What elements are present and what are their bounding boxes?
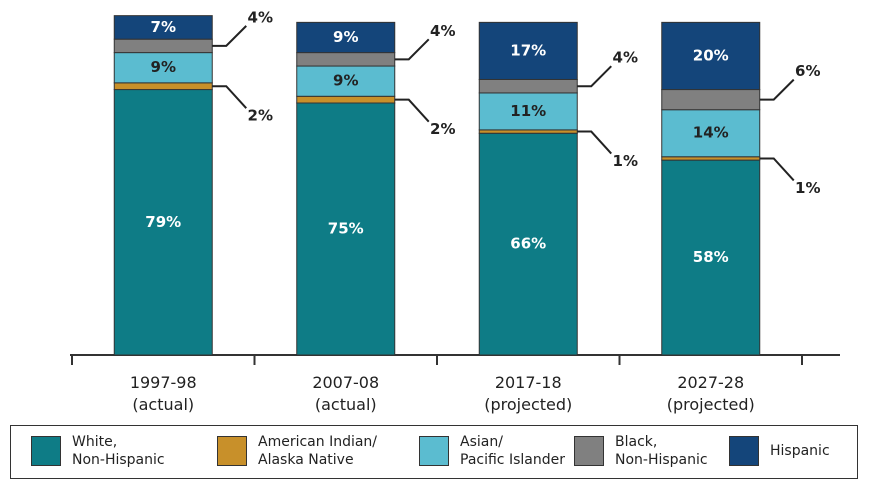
legend-swatch — [729, 436, 759, 466]
leader-line — [759, 157, 795, 182]
legend-swatch — [217, 436, 247, 466]
legend-swatch — [419, 436, 449, 466]
value-label: 75% — [328, 220, 364, 238]
leader-line — [394, 98, 430, 123]
value-label: 9% — [333, 28, 358, 46]
bar-segment — [296, 21, 396, 54]
legend: White, Non-Hispanic American Indian/ Alas… — [10, 425, 858, 479]
legend-label: American Indian/ Alaska Native — [258, 434, 378, 468]
value-label: 4% — [613, 49, 638, 67]
leader-line — [577, 130, 612, 155]
leader-line — [212, 85, 247, 109]
leader-line — [577, 65, 612, 88]
bar-segment — [113, 38, 213, 54]
value-label: 20% — [693, 46, 729, 64]
legend-label: Hispanic — [770, 443, 830, 459]
value-label: 6% — [795, 62, 820, 80]
value-label: 17% — [510, 41, 546, 59]
legend-label: Asian/ Pacific Islander — [460, 434, 565, 468]
value-label: 4% — [430, 22, 455, 40]
value-label: 4% — [248, 8, 273, 26]
value-label: 11% — [510, 102, 546, 120]
bar-segment — [113, 15, 213, 40]
bar-segment — [296, 95, 396, 104]
bar-segment — [661, 21, 761, 91]
bar-segment — [478, 21, 578, 80]
leader-line — [394, 38, 430, 61]
value-label: 2% — [430, 120, 455, 138]
leader-line — [759, 78, 795, 101]
value-label: 66% — [510, 235, 546, 253]
value-label: 14% — [693, 124, 729, 142]
bar-segment — [478, 92, 578, 131]
x-tick-label: 2007-08 (actual) — [312, 373, 380, 414]
legend-swatch — [574, 436, 604, 466]
value-label: 1% — [795, 179, 820, 197]
value-label: 2% — [248, 107, 273, 125]
bar-segment — [661, 159, 761, 356]
bar-segment — [296, 102, 396, 356]
x-tick-label: 2017-18 (projected) — [484, 373, 573, 414]
bar-segment — [113, 89, 213, 356]
legend-label: Black, Non-Hispanic — [615, 434, 708, 468]
value-label: 7% — [151, 18, 176, 36]
bar-segment — [478, 78, 578, 94]
bar-segment — [113, 82, 213, 91]
value-label: 58% — [693, 248, 729, 266]
bar-segment — [478, 132, 578, 356]
bar-segment — [478, 129, 578, 134]
value-label: 79% — [145, 213, 181, 231]
x-tick-label: 1997-98 (actual) — [129, 373, 197, 414]
value-label: 9% — [333, 72, 358, 90]
value-label: 9% — [151, 58, 176, 76]
bar-segment — [661, 156, 761, 161]
legend-swatch — [31, 436, 61, 466]
x-tick-label: 2027-28 (projected) — [666, 373, 755, 414]
leader-line — [212, 25, 247, 47]
bar-segment — [296, 52, 396, 67]
bar-segment — [661, 89, 761, 111]
legend-label: White, Non-Hispanic — [72, 434, 165, 468]
value-label: 1% — [613, 152, 638, 170]
